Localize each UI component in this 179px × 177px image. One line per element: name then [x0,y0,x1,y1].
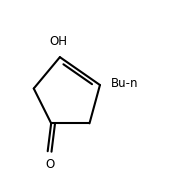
Text: OH: OH [49,35,67,48]
Text: Bu-n: Bu-n [110,77,138,90]
Text: O: O [45,158,54,171]
